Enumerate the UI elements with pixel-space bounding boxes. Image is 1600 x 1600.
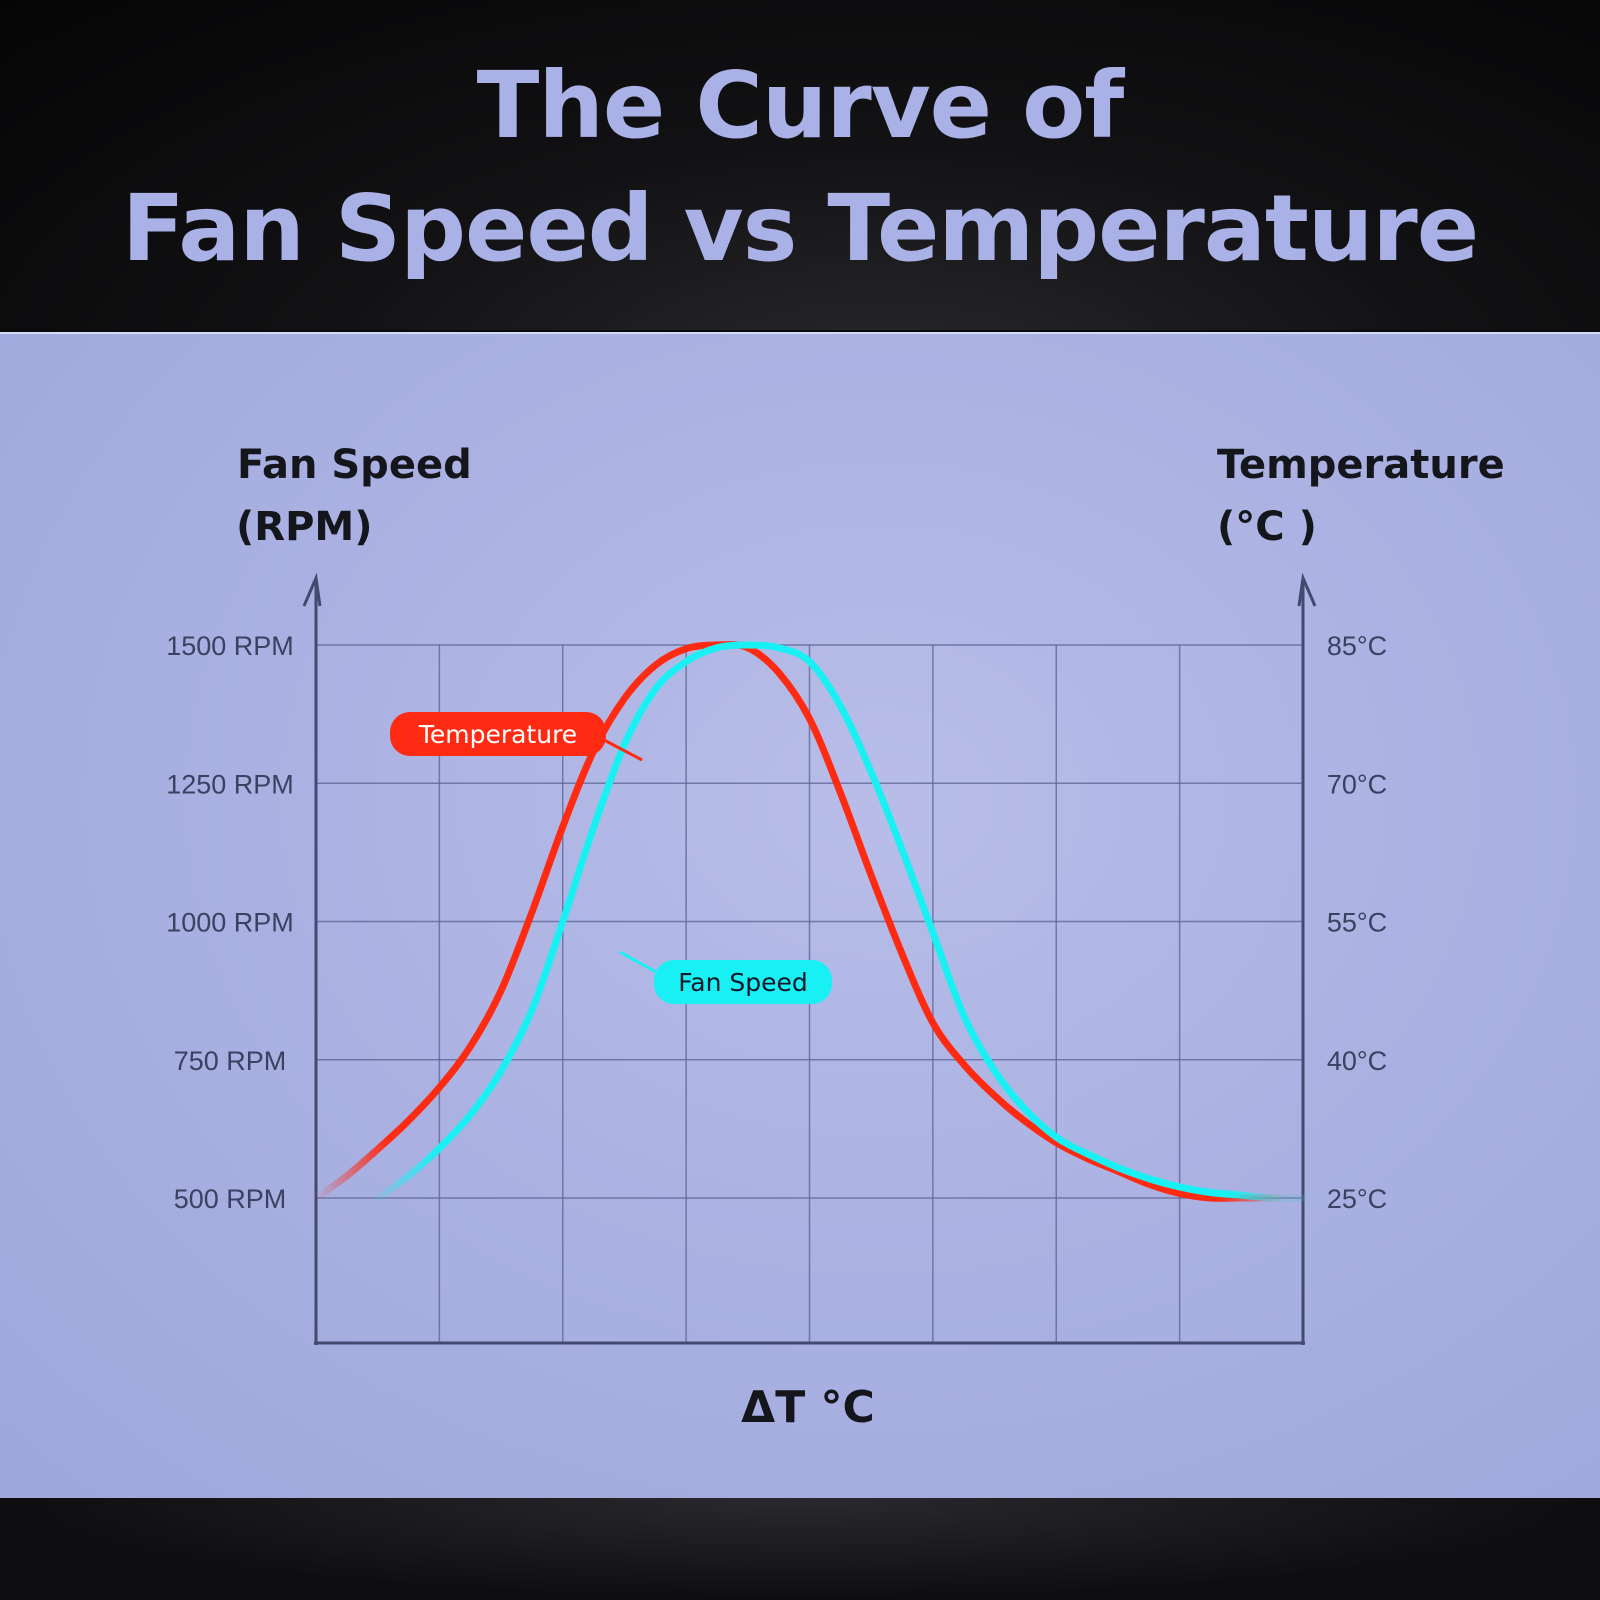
right-tick-label: 85°C (1327, 631, 1387, 661)
right-axis-arrow (1299, 578, 1315, 606)
left-tick-label: 500 RPM (174, 1184, 287, 1214)
left-axis-title-line-1: Fan Speed (237, 442, 472, 488)
right-axis-title-line-2: (°C ) (1217, 504, 1317, 550)
left-tick-label: 750 RPM (174, 1046, 287, 1076)
left-tick-labels: 500 RPM 750 RPM 1000 RPM 1250 RPM 1500 RPM (166, 631, 294, 1214)
left-tick-label: 1500 RPM (166, 631, 294, 661)
left-tick-label: 1000 RPM (166, 908, 294, 938)
left-tick-label: 1250 RPM (166, 769, 294, 799)
left-axis-title-line-2: (RPM) (236, 504, 372, 550)
x-axis-title: ΔT °C (741, 1382, 875, 1433)
right-tick-label: 70°C (1327, 769, 1387, 799)
fan-speed-label-leader (620, 952, 656, 972)
right-tick-labels: 25°C 40°C 55°C 70°C 85°C (1327, 631, 1387, 1214)
right-tick-label: 40°C (1327, 1046, 1387, 1076)
right-tick-label: 55°C (1327, 908, 1387, 938)
fan-speed-label-text: Fan Speed (678, 968, 808, 997)
left-axis-arrow (304, 578, 320, 606)
temperature-label-text: Temperature (418, 720, 577, 749)
right-tick-label: 25°C (1327, 1184, 1387, 1214)
right-axis-title-line-1: Temperature (1217, 442, 1505, 488)
